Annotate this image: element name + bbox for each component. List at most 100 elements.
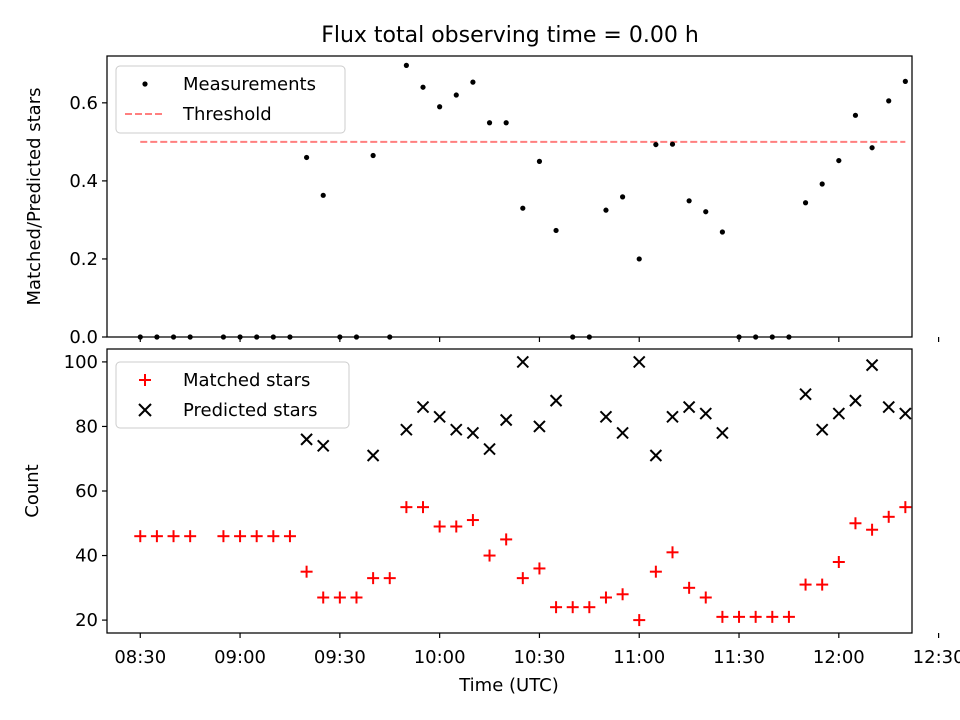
predicted-star-point (499, 413, 513, 427)
measurement-point (869, 145, 875, 151)
predicted-star-point (450, 423, 463, 436)
matched-star-point (899, 501, 912, 514)
matched-star-point (782, 610, 795, 623)
predicted-star-point (433, 410, 446, 423)
top-axes-frame (106, 55, 913, 338)
predicted-star-point (666, 410, 679, 423)
bottom-legend: Matched stars Predicted stars (115, 361, 350, 429)
measurement-point (470, 79, 476, 85)
legend-matched-marker (139, 374, 151, 386)
x-tick-label: 09:00 (214, 647, 266, 668)
bottom-panel: 20 40 60 80 100 08:30 09:00 09:30 10:00 10:30 11:… (22, 348, 960, 696)
bottom-y-ticks: 20 40 60 80 100 (64, 352, 107, 631)
predicted-star-point (516, 355, 530, 369)
y-tick-label: 0.6 (69, 93, 98, 114)
matched-star-point (500, 533, 513, 546)
top-plot-marks (137, 62, 908, 340)
matched-star-point (317, 591, 330, 604)
matched-star-point (367, 572, 380, 585)
predicted-star-point (682, 400, 696, 414)
measurement-point (836, 157, 842, 164)
measurement-point (819, 181, 825, 187)
predicted-star-point (483, 442, 496, 456)
predicted-star-point (699, 407, 712, 420)
x-tick-label: 12:30 (913, 647, 960, 668)
matched-star-point (749, 610, 762, 623)
predicted-star-point (832, 407, 846, 420)
top-panel: 0.0 0.2 0.4 0.6 Matched/Predicted stars Mea… (24, 55, 940, 348)
predicted-star-point (466, 426, 480, 440)
matched-star-point (849, 517, 862, 530)
matched-star-point (134, 530, 147, 543)
matched-star-point (832, 556, 845, 568)
matched-star-point (417, 501, 430, 514)
top-legend-box (115, 65, 346, 134)
predicted-star-point (882, 400, 895, 414)
measurement-point (686, 198, 692, 204)
measurement-point (520, 205, 526, 211)
predicted-star-point (416, 400, 430, 414)
top-x-ticks (139, 337, 940, 342)
matched-star-point (267, 530, 280, 543)
matched-star-point (433, 520, 446, 533)
predicted-star-point (716, 426, 729, 440)
y-tick-label: 0.0 (69, 327, 98, 348)
legend-threshold-label: Threshold (182, 104, 272, 125)
measurement-point (553, 227, 559, 234)
legend-predicted-marker (138, 403, 152, 417)
matched-star-point (766, 610, 779, 623)
matched-star-point (516, 572, 529, 585)
predicted-star-point (849, 394, 862, 407)
x-tick-label: 11:00 (613, 647, 665, 668)
x-tick-label: 09:30 (314, 647, 366, 668)
bottom-axes-frame (106, 348, 913, 634)
matched-star-point (450, 520, 463, 533)
top-y-ticks: 0.0 0.2 0.4 0.6 (69, 93, 107, 348)
x-tick-label: 10:00 (414, 647, 466, 668)
matched-star-point (533, 562, 546, 575)
measurement-point (719, 229, 725, 235)
bottom-legend-box (115, 361, 350, 429)
bottom-plot-marks (134, 355, 912, 627)
matched-star-point (250, 530, 263, 543)
measurement-point (802, 200, 809, 206)
predicted-star-point (300, 433, 313, 446)
y-tick-label: 100 (64, 352, 98, 373)
matched-star-point (167, 530, 180, 543)
measurement-point (653, 141, 659, 148)
matched-star-point (616, 588, 629, 601)
measurement-point (453, 92, 459, 98)
predicted-star-point (317, 439, 330, 453)
predicted-star-point (649, 449, 663, 462)
measurement-point (503, 120, 509, 126)
chart-title: Flux total observing time = 0.00 h (321, 23, 699, 48)
y-tick-label: 20 (75, 610, 98, 631)
matched-star-point (816, 578, 829, 591)
measurement-point (619, 194, 626, 200)
measurement-point (403, 62, 409, 68)
y-tick-label: 80 (75, 416, 98, 437)
predicted-star-point (799, 387, 812, 401)
matched-star-point (633, 614, 646, 627)
predicted-star-point (366, 449, 380, 462)
y-tick-label: 0.4 (69, 171, 98, 192)
legend-measurements-label: Measurements (183, 74, 316, 95)
x-axis-label: Time (UTC) (458, 675, 559, 696)
top-y-axis-label: Matched/Predicted stars (24, 88, 45, 306)
matched-star-point (300, 565, 313, 578)
matched-star-point (866, 523, 879, 536)
top-legend: Measurements Threshold (115, 65, 346, 134)
matched-star-point (733, 610, 746, 623)
measurement-point (852, 112, 859, 118)
matched-star-point (599, 591, 612, 604)
matched-star-point (666, 546, 679, 559)
legend-matched-label: Matched stars (183, 370, 310, 391)
measurement-point (437, 104, 443, 110)
matched-star-point (882, 510, 895, 523)
y-tick-label: 0.2 (69, 249, 98, 270)
matched-star-point (350, 591, 363, 604)
x-tick-label: 12:00 (813, 647, 865, 668)
predicted-star-point (599, 410, 613, 423)
matched-star-point (234, 530, 247, 543)
